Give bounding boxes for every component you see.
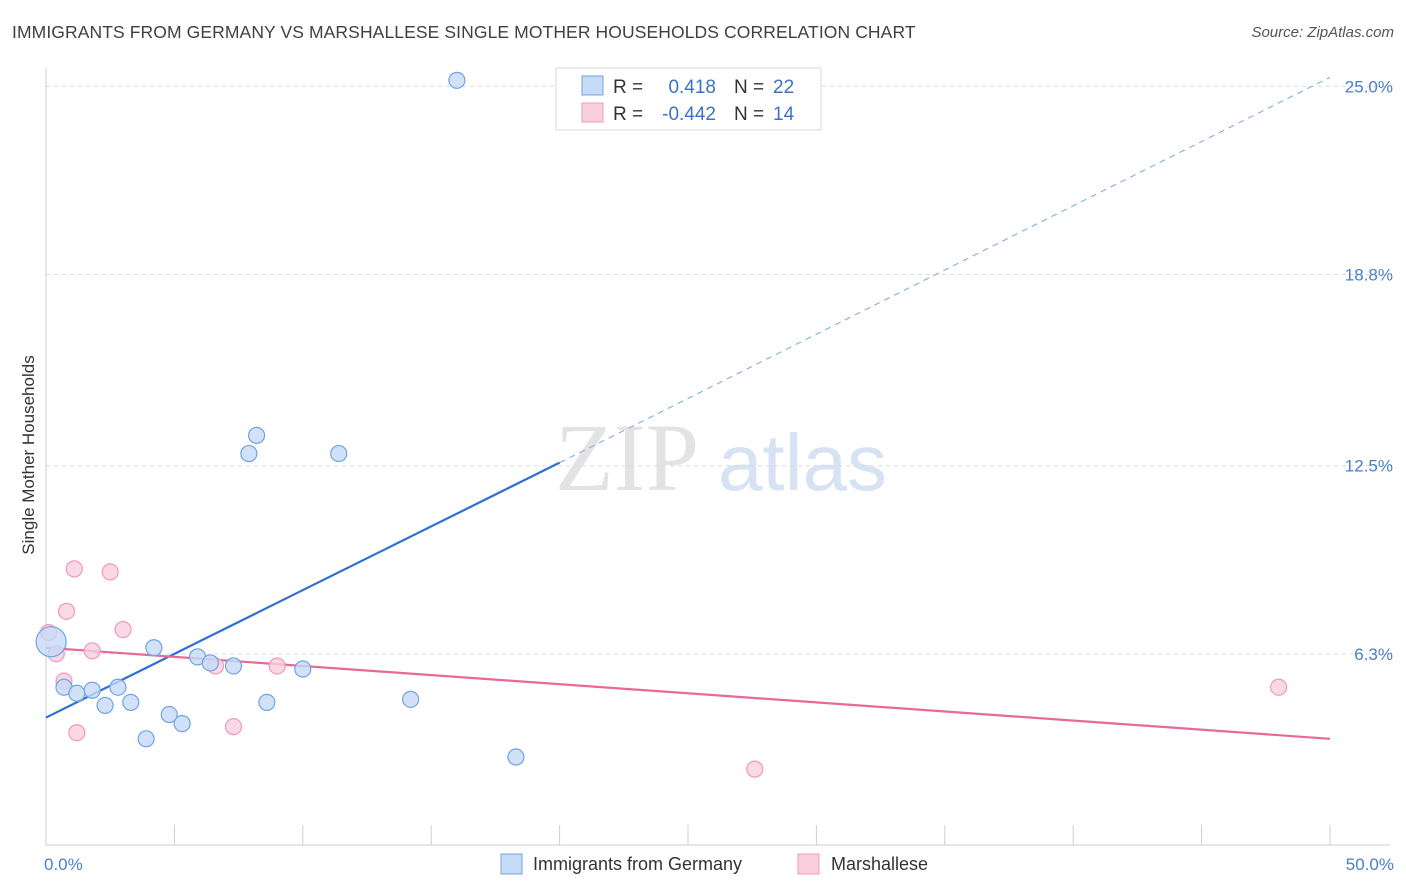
- point-germany-10: [173, 715, 191, 733]
- bottom-legend-swatch-marshallese: [797, 853, 820, 875]
- point-marshallese-6: [83, 642, 101, 660]
- trend-line-germany: [45, 461, 561, 719]
- bottom-legend-label-marshallese: Marshallese: [831, 854, 928, 874]
- legend-r-value-marshallese: -0.442: [662, 104, 716, 125]
- point-germany-4: [96, 696, 114, 715]
- trend-line-germany-extension: [559, 76, 1331, 464]
- point-germany-0: [35, 626, 67, 658]
- point-germany-21: [507, 748, 525, 766]
- point-marshallese-7: [101, 563, 119, 581]
- point-marshallese-11: [268, 657, 286, 675]
- trend-lines: [45, 76, 1331, 740]
- point-marshallese-10: [224, 718, 243, 736]
- point-germany-2: [68, 684, 86, 702]
- watermark-atlas: atlas: [718, 418, 887, 507]
- point-germany-14: [240, 444, 258, 463]
- legend-swatch-germany: [581, 75, 604, 96]
- point-marshallese-3: [57, 602, 76, 620]
- point-germany-5: [109, 678, 127, 696]
- point-marshallese-13: [1270, 678, 1288, 696]
- legend-n-label-germany: N =: [734, 77, 764, 98]
- point-germany-18: [330, 444, 348, 463]
- legend-r-value-germany: 0.418: [668, 77, 716, 98]
- bottom-legend-swatch-germany: [500, 853, 523, 875]
- point-germany-8: [145, 639, 163, 657]
- legend-swatch-marshallese: [581, 102, 604, 123]
- series-legend: Immigrants from Germany Marshallese: [500, 853, 928, 875]
- point-germany-12: [201, 654, 219, 672]
- point-marshallese-5: [68, 724, 86, 742]
- point-germany-17: [294, 660, 312, 678]
- x-tick-label-min: 0.0%: [44, 855, 83, 874]
- y-tick-label-2: 18.8%: [1345, 266, 1393, 285]
- legend-r-label-germany: R =: [613, 77, 643, 98]
- point-germany-19: [402, 690, 420, 708]
- point-marshallese-4: [65, 560, 83, 578]
- legend-n-label-marshallese: N =: [734, 104, 764, 125]
- legend-n-value-germany: 22: [773, 77, 794, 98]
- point-germany-20: [448, 71, 466, 89]
- x-tick-label-max: 50.0%: [1346, 855, 1394, 874]
- point-germany-6: [122, 693, 140, 711]
- point-germany-15: [247, 426, 266, 444]
- point-germany-3: [83, 681, 101, 699]
- trend-line-marshallese: [45, 646, 1331, 740]
- point-germany-9: [160, 705, 178, 724]
- y-tick-label-1: 12.5%: [1345, 457, 1393, 476]
- point-germany-16: [258, 693, 276, 711]
- y-axis-label: Single Mother Households: [19, 355, 38, 554]
- point-germany-7: [137, 730, 155, 748]
- bottom-legend-label-germany: Immigrants from Germany: [533, 854, 742, 874]
- chart-title: IMMIGRANTS FROM GERMANY VS MARSHALLESE S…: [12, 22, 916, 42]
- gridlines: [46, 85, 1392, 655]
- correlation-legend: R = 0.418 N = 22 R = -0.442 N = 14: [555, 67, 822, 131]
- y-tick-label-3: 25.0%: [1345, 77, 1393, 96]
- point-marshallese-12: [746, 760, 764, 778]
- legend-r-label-marshallese: R =: [613, 104, 643, 125]
- point-germany-13: [224, 657, 243, 675]
- y-tick-label-0: 6.3%: [1354, 645, 1393, 664]
- data-points: [35, 71, 1288, 778]
- axes: [45, 68, 1390, 846]
- y-tick-labels: 6.3% 12.5% 18.8% 25.0%: [1345, 77, 1393, 663]
- point-marshallese-8: [114, 620, 132, 639]
- watermark-zip: ZIP: [555, 404, 699, 511]
- legend-n-value-marshallese: 14: [773, 104, 795, 125]
- source-label: Source: ZipAtlas.com: [1251, 24, 1394, 41]
